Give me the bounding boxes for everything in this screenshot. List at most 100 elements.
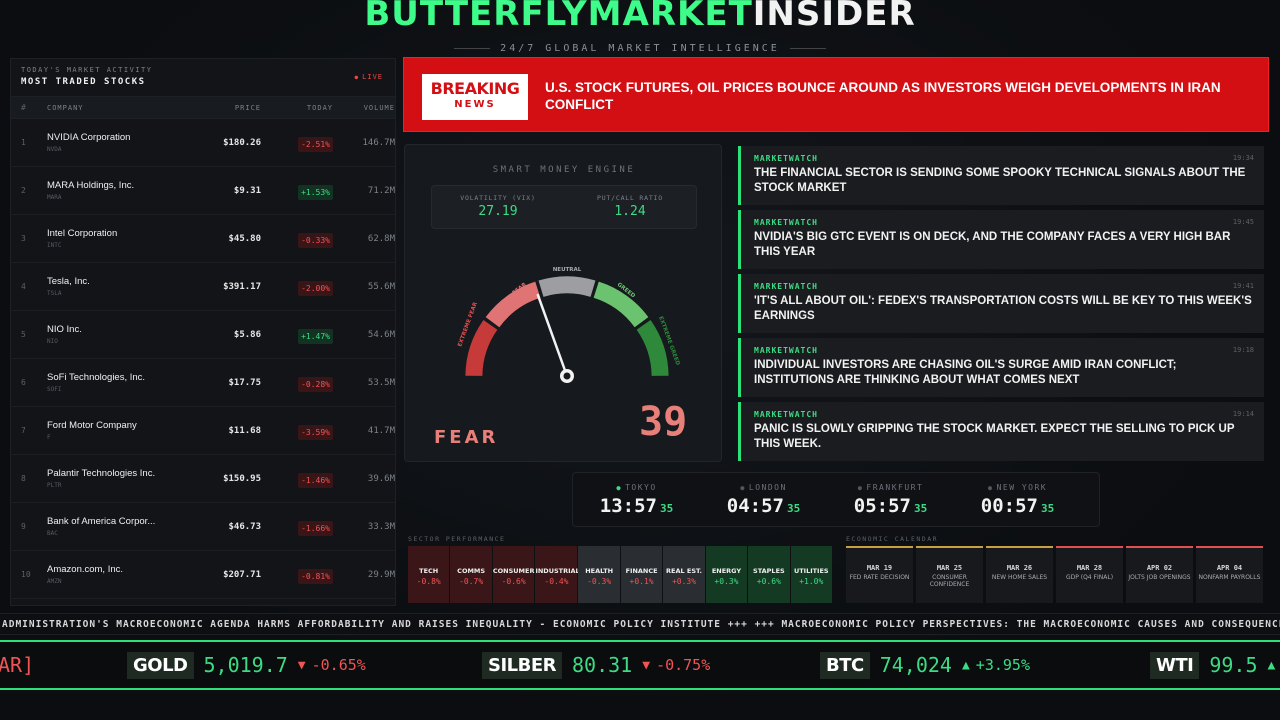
news-headline: PANIC IS SLOWLY GRIPPING THE STOCK MARKE…	[754, 423, 1235, 450]
table-row[interactable]: 7 Ford Motor Company F $11.68 -3.59% 41.7M	[11, 407, 395, 455]
sector-tile[interactable]: HEALTH -0.3%	[578, 546, 620, 603]
news-source: MARKETWATCH	[754, 154, 818, 163]
sector-tile[interactable]: ENERGY +0.3%	[705, 546, 748, 603]
row-rank: 8	[21, 474, 26, 483]
news-time: 19:45	[1232, 218, 1254, 226]
breaking-label: BREAKING	[430, 79, 520, 98]
event-name: GDP (Q4 FINAL)	[1065, 574, 1114, 581]
commodity-name: SILBER	[482, 651, 563, 679]
row-rank: 2	[21, 186, 26, 195]
table-row[interactable]: 5 NIO Inc. NIO $5.86 +1.47% 54.6M	[11, 311, 395, 359]
company-ticker: PLTR	[47, 482, 62, 489]
company-ticker: TSLA	[47, 290, 62, 297]
company-name: Amazon.com, Inc.	[47, 564, 124, 575]
world-clocks: ● TOKYO 13:57 35 ● LONDON 04:57 35 ● FRANKFURT 05:…	[572, 472, 1100, 527]
sector-change: +0.3%	[671, 577, 697, 586]
gauge-needle	[536, 293, 569, 378]
breaking-headline: U.S. STOCK FUTURES, OIL PRICES BOUNCE AR…	[545, 80, 1221, 112]
price-cell: $207.71	[223, 569, 261, 580]
news-item[interactable]: MARKETWATCH 19:45 NVIDIA'S BIG GTC EVENT I…	[738, 210, 1264, 269]
sector-name: CONSUMER	[492, 567, 535, 575]
calendar-event[interactable]: MAR 28 GDP (Q4 FINAL)	[1056, 546, 1123, 603]
company-cell: SoFi Technologies, Inc. SOFI	[47, 372, 189, 393]
breaking-news-banner[interactable]: BREAKING NEWS U.S. STOCK FUTURES, OIL PR…	[403, 57, 1269, 132]
price-cell: $180.26	[223, 137, 261, 148]
col-volume[interactable]: VOLUME	[363, 103, 395, 112]
change-badge: -3.59%	[298, 424, 333, 440]
news-time: 19:18	[1232, 346, 1254, 354]
company-ticker: NVDA	[47, 146, 62, 153]
market-status-dot: ●	[740, 484, 746, 492]
calendar-event[interactable]: APR 04 NONFARM PAYROLLS	[1196, 546, 1263, 603]
news-headline: 'IT'S ALL ABOUT OIL': FEDEX'S TRANSPORTA…	[754, 295, 1252, 322]
calendar-event[interactable]: APR 02 JOLTS JOB OPENINGS	[1126, 546, 1193, 603]
calendar-event[interactable]: MAR 19 FED RATE DECISION	[846, 546, 913, 603]
col-price[interactable]: PRICE	[234, 103, 261, 112]
news-item[interactable]: MARKETWATCH 19:34 THE FINANCIAL SECTOR IS …	[738, 146, 1264, 205]
row-rank: 9	[21, 522, 26, 531]
col-rank[interactable]: #	[21, 103, 27, 112]
event-date: MAR 19	[866, 564, 893, 572]
sector-change: +0.3%	[714, 577, 739, 586]
calendar-row: MAR 19 FED RATE DECISION MAR 25 CONSUMER CO…	[846, 546, 1266, 603]
table-row[interactable]: 1 NVIDIA Corporation NVDA $180.26 -2.51% 146.…	[11, 119, 395, 167]
clock-new-york: ● NEW YORK 00:57 35	[954, 473, 1081, 526]
brand-title: BUTTERFLYMARKETINSIDER	[0, 0, 1280, 34]
event-name: CONSUMER CONFIDENCE	[929, 574, 970, 588]
company-name: NVIDIA Corporation	[47, 132, 131, 143]
sector-tile[interactable]: INDUSTRIAL -0.4%	[535, 546, 580, 603]
sector-tile[interactable]: CONSUMER -0.6%	[492, 546, 535, 603]
company-name: Intel Corporation	[47, 228, 118, 239]
company-name: Palantir Technologies Inc.	[47, 468, 156, 479]
zone-label-neutral: NEUTRAL	[553, 267, 582, 273]
news-item[interactable]: MARKETWATCH 19:18 INDIVIDUAL INVESTORS ARE…	[738, 338, 1264, 397]
sector-tile[interactable]: UTILITIES +1.0%	[790, 546, 832, 603]
col-company[interactable]: COMPANY	[47, 103, 84, 112]
event-date: APR 04	[1216, 564, 1243, 572]
clock-city: ● NEW YORK	[954, 483, 1081, 492]
sector-change: +0.1%	[629, 577, 654, 586]
gauge-segment-extreme-fear	[465, 319, 498, 377]
gauge-segment-fear	[485, 281, 541, 328]
vix-label: VOLATILITY (VIX)	[460, 194, 536, 202]
calendar-event[interactable]: MAR 26 NEW HOME SALES	[986, 546, 1053, 603]
calendar-event[interactable]: MAR 25 CONSUMER CONFIDENCE	[916, 546, 983, 603]
breaking-news-badge: BREAKING NEWS	[422, 74, 528, 120]
sector-tile[interactable]: TECH -0.8%	[408, 546, 450, 603]
sector-row: TECH -0.8% COMMS -0.7% CONSUMER -0.6% INDUSTRI…	[408, 546, 832, 603]
sector-tile[interactable]: FINANCE +0.1%	[620, 546, 663, 603]
commodity-value: 74,024	[879, 653, 952, 677]
table-row[interactable]: 10 Amazon.com, Inc. AMZN $207.71 -0.81% 29.9M	[11, 551, 395, 599]
sector-tile[interactable]: COMMS -0.7%	[450, 546, 492, 603]
table-row[interactable]: 3 Intel Corporation INTC $45.80 -0.33% 62.8M	[11, 215, 395, 263]
commodity-arrow-icon: ▲	[1267, 657, 1276, 673]
event-date: APR 02	[1146, 564, 1173, 572]
table-row[interactable]: 4 Tesla, Inc. TSLA $391.17 -2.00% 55.6M	[11, 263, 395, 311]
sector-name: REAL EST.	[666, 567, 702, 575]
table-row[interactable]: 8 Palantir Technologies Inc. PLTR $150.95 -1…	[11, 455, 395, 503]
company-cell: NIO Inc. NIO	[47, 324, 189, 345]
put-call-metric: PUT/CALL RATIO 1.24	[564, 186, 696, 228]
news-item[interactable]: MARKETWATCH 19:41 'IT'S ALL ABOUT OIL': FE…	[738, 274, 1264, 333]
clock-seconds: 35	[659, 502, 674, 515]
commodity-name: GOLD	[127, 651, 194, 679]
col-today[interactable]: TODAY	[306, 103, 333, 112]
headline-ticker-text: ADMINISTRATION'S MACROECONOMIC AGENDA HA…	[2, 619, 1280, 630]
sector-tile[interactable]: STAPLES +0.6%	[748, 546, 790, 603]
today-cell: -0.81%	[261, 566, 333, 584]
news-time: 19:14	[1232, 410, 1254, 418]
table-row[interactable]: 6 SoFi Technologies, Inc. SOFI $17.75 -0.28%…	[11, 359, 395, 407]
row-rank: 5	[21, 330, 26, 339]
event-name: FED RATE DECISION	[849, 574, 910, 581]
put-call-label: PUT/CALL RATIO	[597, 194, 663, 202]
live-badge: LIVE	[355, 73, 383, 81]
change-badge: +1.47%	[298, 328, 333, 344]
row-rank: 1	[21, 138, 26, 147]
commodity-item: GOLD 5,019.7 ▼ -0.65%	[127, 642, 366, 688]
table-row[interactable]: 9 Bank of America Corpor... BAC $46.73 -1.66…	[11, 503, 395, 551]
news-item[interactable]: MARKETWATCH 19:14 PANIC IS SLOWLY GRIPPING…	[738, 402, 1264, 461]
sector-tile[interactable]: REAL EST. +0.3%	[663, 546, 705, 603]
clock-city-name: TOKYO	[625, 483, 657, 492]
table-row[interactable]: 2 MARA Holdings, Inc. MARA $9.31 +1.53% 71.2M	[11, 167, 395, 215]
